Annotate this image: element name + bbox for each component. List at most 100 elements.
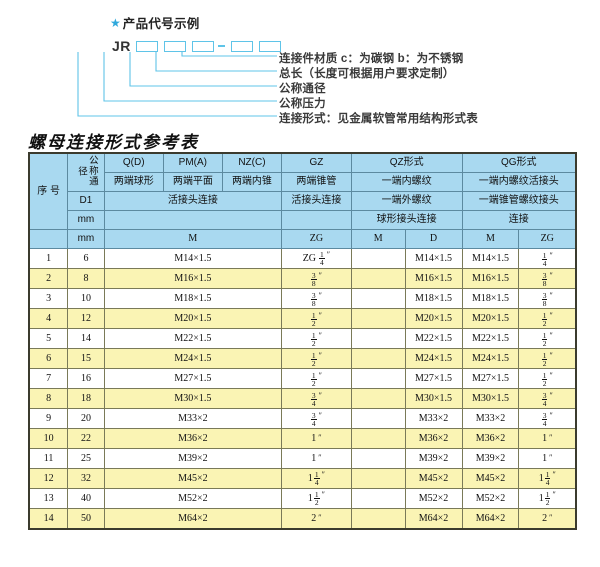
header-gz-desc: 两端锥管 <box>280 172 352 192</box>
cell-qz-m <box>350 468 406 489</box>
cell-qz-d: M16×1.5 <box>404 268 463 289</box>
table-row: 6 15 M24×1.5 1 2 ″ M24×1.5 M24×1.5 1 2 ″ <box>28 348 577 369</box>
cell-qz-d: M22×1.5 <box>404 328 463 349</box>
table-row: 12 32 M45×2 1 1 4 ″ M45×2 M45×2 1 1 4 ″ <box>28 468 577 489</box>
cell-dn: 50 <box>67 508 105 530</box>
annotation-nominal-pressure: 公称压力 <box>279 98 326 110</box>
cell-qz-m <box>350 248 406 269</box>
cell-qz-d: M36×2 <box>404 428 463 449</box>
cell-seq: 13 <box>28 488 69 509</box>
cell-seq: 4 <box>28 308 69 329</box>
leader-lines <box>77 52 277 117</box>
cell-qz-m <box>350 368 406 389</box>
cell-seq: 11 <box>28 448 69 469</box>
cell-thread-m: M39×2 <box>103 448 282 469</box>
header-group-pm-code: PM(A) <box>162 152 223 173</box>
header-group-qz-code: QZ形式 <box>350 152 463 173</box>
header-row-desc1: 两端球形 两端平面 两端内锥 两端锥管 一端内螺纹 一端内螺纹活接头 <box>29 172 577 192</box>
code-box-5 <box>258 40 281 52</box>
header-qz-desc1: 一端内螺纹 <box>350 172 463 192</box>
cell-dn: 40 <box>67 488 105 509</box>
annotation-nominal-diameter: 公称通径 <box>279 83 326 95</box>
cell-qg-zg: 1 1 4 ″ <box>518 468 577 489</box>
header-qg-desc1: 一端内螺纹活接头 <box>461 172 577 192</box>
cell-dn: 25 <box>67 448 105 469</box>
cell-qz-m <box>350 408 406 429</box>
cell-gz-zg: 1 1 2 ″ <box>280 488 352 509</box>
cell-qz-m <box>350 348 406 369</box>
cell-thread-m: M52×2 <box>103 488 282 509</box>
header-group-gz-code: GZ <box>280 152 352 173</box>
cell-qg-zg: 1 2 ″ <box>518 308 577 329</box>
cell-qz-m <box>350 328 406 349</box>
cell-qg-zg: 1 4 ″ <box>518 248 577 269</box>
code-example-heading: ★ 产品代号示例 <box>110 13 200 32</box>
cell-qg-m: M24×1.5 <box>461 348 520 369</box>
cell-qg-m: M30×1.5 <box>461 388 520 409</box>
cell-qz-m <box>350 308 406 329</box>
header-seq-label: 序 号 <box>37 186 60 197</box>
cell-qg-m: M14×1.5 <box>461 248 520 269</box>
table-row: 14 50 M64×2 2 ″ M64×2 M64×2 2 ″ <box>28 508 577 530</box>
header-unit-qz-d: D <box>404 229 463 249</box>
cell-qg-m: M22×1.5 <box>461 328 520 349</box>
cell-gz-zg: 3 4 ″ <box>280 388 352 409</box>
header-seq: 序 号 <box>28 152 69 230</box>
cell-qz-d: M14×1.5 <box>404 248 463 269</box>
annotation-material: 连接件材质 c：为碳钢 b：为不锈钢 <box>279 53 464 65</box>
cell-dn: 20 <box>67 408 105 429</box>
header-row-codes: 序 号 公称通径 Q(D) PM(A) NZ(C) GZ QZ形式 QG形式 <box>28 152 577 230</box>
table-row: 11 25 M39×2 1 ″ M39×2 M39×2 1 ″ <box>28 448 577 469</box>
cell-dn: 10 <box>67 288 105 309</box>
header-row-desc2: D1 活接头连接 活接头连接 一端外螺纹 一端锥管螺纹接头 <box>29 191 577 211</box>
cell-qz-m <box>350 488 406 509</box>
cell-qz-m <box>350 268 406 289</box>
header-seq-unit-blank <box>28 229 69 249</box>
cell-qg-m: M45×2 <box>461 468 520 489</box>
cell-seq: 6 <box>28 348 69 369</box>
cell-qz-d: M45×2 <box>404 468 463 489</box>
cell-qg-m: M18×1.5 <box>461 288 520 309</box>
header-row-desc3: mm 球形接头连接 连接 <box>29 210 577 230</box>
cell-qz-m <box>350 448 406 469</box>
annotation-total-length: 总长（长度可根据用户要求定制） <box>279 68 455 80</box>
cell-thread-m: M24×1.5 <box>103 348 282 369</box>
cell-seq: 5 <box>28 328 69 349</box>
cell-gz-zg: 1 ″ <box>280 428 352 449</box>
cell-gz-zg: 3 8 ″ <box>280 288 352 309</box>
cell-qg-m: M16×1.5 <box>461 268 520 289</box>
cell-qg-zg: 1 ″ <box>518 428 577 449</box>
cell-dn: 32 <box>67 468 105 489</box>
header-dn-unit: mm <box>67 229 105 249</box>
cell-seq: 2 <box>28 268 69 289</box>
cell-gz-zg: 1 1 4 ″ <box>280 468 352 489</box>
cell-qz-d: M52×2 <box>404 488 463 509</box>
cell-seq: 8 <box>28 388 69 409</box>
cell-qz-d: M27×1.5 <box>404 368 463 389</box>
cell-gz-zg: 1 ″ <box>280 448 352 469</box>
table-row: 2 8 M16×1.5 3 8 ″ M16×1.5 M16×1.5 3 8 ″ <box>28 268 577 289</box>
cell-dn: 18 <box>67 388 105 409</box>
cell-qg-m: M64×2 <box>461 508 520 530</box>
cell-qg-m: M39×2 <box>461 448 520 469</box>
cell-gz-zg: 1 2 ″ <box>280 308 352 329</box>
header-group-q-code: Q(D) <box>103 152 164 173</box>
header-q-desc: 两端球形 <box>103 172 164 192</box>
header-group-nz-code: NZ(C) <box>221 152 282 173</box>
cell-qz-m <box>350 508 406 530</box>
cell-thread-m: M22×1.5 <box>103 328 282 349</box>
code-prefix-label: JR <box>112 38 131 54</box>
header-unit-qg-zg: ZG <box>518 229 577 249</box>
cell-gz-zg: 3 4 ″ <box>280 408 352 429</box>
table-row: 4 12 M20×1.5 1 2 ″ M20×1.5 M20×1.5 1 2 ″ <box>28 308 577 329</box>
header-dn-sub1: D1 <box>67 191 105 211</box>
code-example-title: 产品代号示例 <box>122 17 200 31</box>
header-gz-connect: 活接头连接 <box>280 191 352 211</box>
spec-table-container: 序 号 公称通径 Q(D) PM(A) NZ(C) GZ QZ形式 QG形式 两… <box>28 152 577 530</box>
header-dn: 公称通径 <box>67 152 105 192</box>
table-row: 1 6 M14×1.5 ZG 1 4 ″ M14×1.5 M14×1.5 1 4 ″ <box>28 248 577 269</box>
cell-dn: 22 <box>67 428 105 449</box>
cell-dn: 8 <box>67 268 105 289</box>
table-row: 5 14 M22×1.5 1 2 ″ M22×1.5 M22×1.5 1 2 ″ <box>28 328 577 349</box>
header-qg-desc3: 连接 <box>461 210 577 230</box>
